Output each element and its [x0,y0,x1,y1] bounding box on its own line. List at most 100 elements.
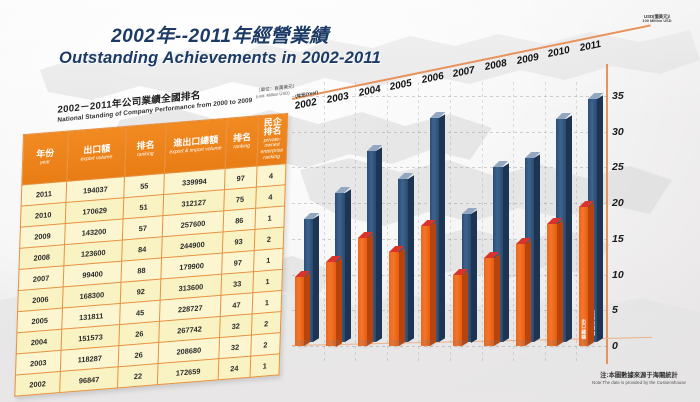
title-chinese: 2002年--2011年經營業績 [111,26,329,47]
bar-export-2002[interactable] [292,270,312,350]
bar-export-2011[interactable]: 出口總額 [576,201,597,350]
bar-shadow [418,340,439,350]
bar-shadow [324,340,344,350]
y-axis-unit-cn: USD(億美元)/ [643,14,671,19]
cell-rank3: 1 [254,206,285,230]
x-axis-label-2007: 2007 [452,64,477,80]
cell-rank1: 22 [117,363,159,389]
x-axis-label-2010: 2010 [547,44,572,61]
cell-rank3: 1 [252,269,283,294]
bar-export-2003[interactable] [324,255,344,350]
grid-line-vertical [576,82,578,364]
column-header-ranking-1: 排名 ranking [124,123,167,177]
cell-rank2: 97 [224,166,257,190]
y-axis-tick-label: 15 [612,232,624,245]
cell-rank2: 97 [221,250,255,275]
cell-rank3: 2 [250,332,281,357]
grid-line-vertical [418,82,420,364]
cell-rank2: 47 [220,293,253,317]
bar-side [525,239,532,346]
grid-line [292,238,608,240]
grid-line [292,310,608,312]
table-body: 2011 194037 55 339994 97 4 2010 170629 51 312127… [14,163,286,397]
column-header-year: 年份 year [21,131,69,186]
column-header-total-volume: 進出口總額 export & import volume [164,118,227,174]
cell-export: 96847 [59,367,119,393]
bar-side [344,189,351,342]
bar-side [597,95,604,342]
bar-side [534,154,541,342]
bar-export-2005[interactable] [387,245,407,350]
grid-line-vertical [450,82,451,364]
bar-export-2004[interactable] [355,231,376,350]
plot-area: 0 5 10 15 20 25 30 35 2002 2003 2004 2005 2006 2007 2… [291,24,654,364]
bar-side [493,253,500,346]
x-axis-label-2003: 2003 [325,90,350,106]
y-axis-tick-label: 0 [612,340,618,352]
bar-face [389,251,399,346]
bar-face [484,257,494,346]
footnote: 注:本圖數據來源于海關統計 Note:The date is provided … [592,372,686,386]
bar-face [326,261,336,346]
bar-shadow [576,340,597,350]
column-header-private-ranking-en: private-owned enterprise ranking [260,136,284,161]
cell-rank2: 86 [223,208,256,233]
bar-shadow [387,340,407,350]
bar-shadow [292,340,312,350]
cell-rank2: 24 [218,356,251,381]
bar-side [439,114,446,342]
bar-face [420,225,431,346]
bar-side [430,222,437,346]
bar-export-2010[interactable] [545,218,565,350]
cell-total: 172659 [157,358,219,385]
cell-year: 2002 [14,371,61,397]
series-label-export: 出口總額 [581,319,587,340]
grid-line-vertical [513,82,515,364]
bar-chart: USD(億美元)/ 100 Million USD 0 5 10 15 20 25 30 35… [291,14,694,378]
bar-side [376,147,383,342]
bar-export-2006[interactable] [418,219,439,350]
column-header-export-volume: 出口額 export volume [66,126,127,182]
y-axis-tick-label: 20 [612,197,624,210]
x-axis-label-2009: 2009 [515,51,540,67]
bar-side [313,214,319,342]
y-axis-tick-label: 35 [612,90,624,102]
cell-rank2: 32 [219,314,252,338]
bar-side [461,271,468,346]
bar-export-2008[interactable] [482,251,502,350]
bar-side [471,209,477,342]
bar-shadow [513,340,534,350]
grid-line [292,167,608,169]
y-axis-tick-label: 30 [612,125,624,138]
cell-rank3: 1 [251,290,282,315]
grid-line-vertical [544,82,546,364]
grid-line [292,274,608,276]
bar-face [578,207,589,346]
grid-line [292,96,608,97]
footnote-english: Note:The date is provided by the Customs… [592,380,686,386]
cell-rank3: 2 [251,311,282,336]
bar-side [335,257,342,346]
bar-export-2009[interactable] [513,237,534,350]
grid-line [292,346,608,347]
column-header-ranking-2-en: ranking [233,142,251,150]
grid-line-vertical [355,82,357,364]
cell-rank2: 75 [223,187,257,212]
column-header-private-ranking-cn: 民企排名 [263,116,282,138]
performance-table-block: 2002－2011年公司業績全國排名 National Standing of … [14,82,297,397]
bar-export-2007[interactable] [450,269,470,350]
bar-face [547,224,557,346]
bar-side [502,163,509,342]
cell-rank3: 2 [254,227,284,251]
grid-line-vertical [323,82,325,364]
footnote-chinese: 注:本圖數據來源于海關統計 [600,371,678,379]
y-axis-line [606,64,608,364]
grid-line [292,131,608,133]
x-axis-label-2008: 2008 [483,57,508,74]
bar-shadow [482,340,502,350]
bar-face [452,275,462,346]
bar-face [357,237,368,346]
bar-shadow [450,340,470,350]
cell-rank3: 4 [255,185,286,209]
